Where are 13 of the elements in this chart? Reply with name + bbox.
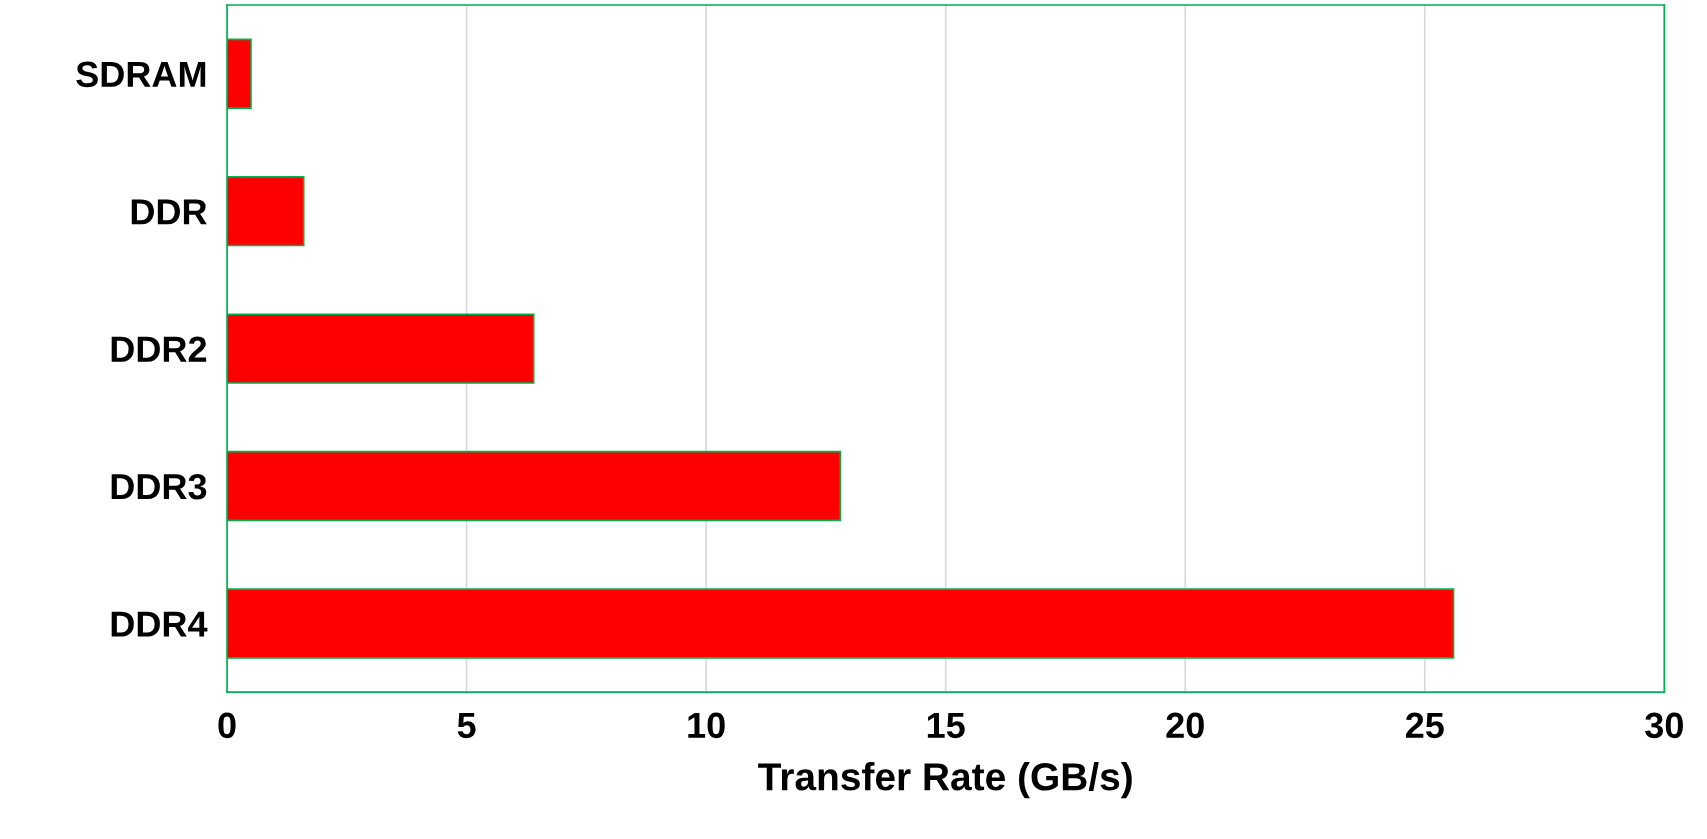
y-tick-label: DDR2 xyxy=(111,336,207,362)
x-axis-title: Transfer Rate (GB/s) xyxy=(758,761,1132,799)
y-tick-label: DDR4 xyxy=(111,611,208,637)
x-tick-label: 25 xyxy=(1405,712,1444,739)
y-tick-label: SDRAM xyxy=(76,61,206,88)
y-tick-label: DDR xyxy=(131,199,207,225)
y-tick-label: DDR3 xyxy=(111,473,207,500)
x-tick-label: 15 xyxy=(927,712,965,739)
x-tick-label: 20 xyxy=(1166,712,1204,739)
x-tick-label: 10 xyxy=(688,712,725,739)
x-tick-label: 5 xyxy=(457,712,476,739)
x-tick-label: 0 xyxy=(218,712,236,739)
x-tick-label: 30 xyxy=(1645,712,1683,739)
